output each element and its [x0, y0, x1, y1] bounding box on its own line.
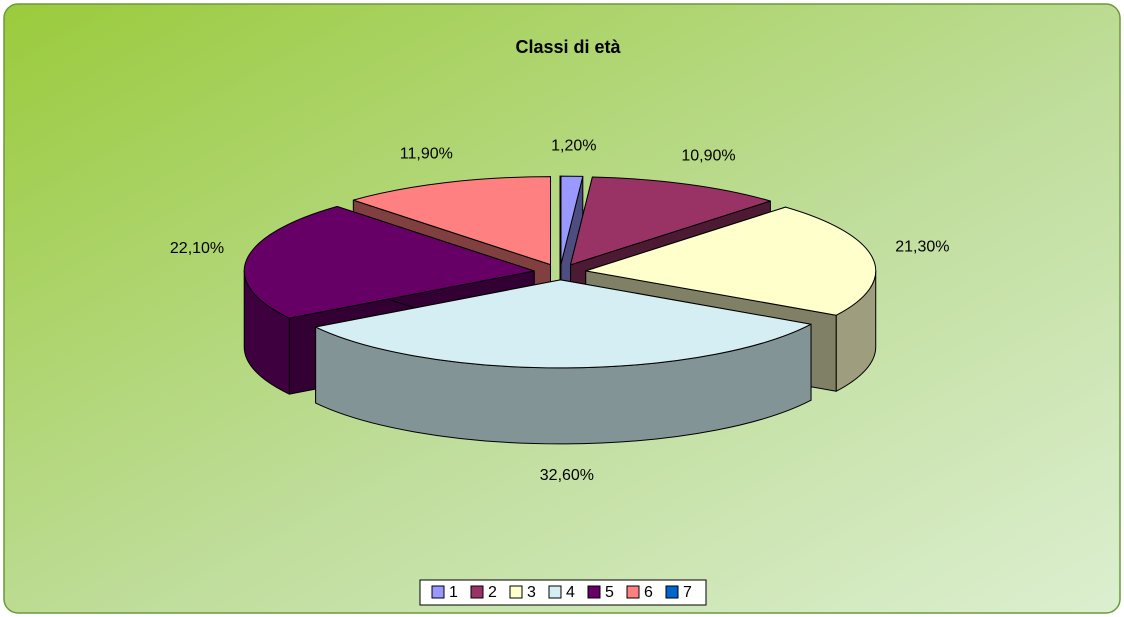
data-label: 32,60% [540, 467, 594, 484]
legend-swatch [665, 585, 679, 599]
slice-top [352, 176, 552, 266]
legend-label: 6 [644, 584, 653, 601]
legend-swatch [626, 585, 640, 599]
legend-swatch [548, 585, 562, 599]
legend-swatch [431, 585, 445, 599]
slice-top [560, 175, 584, 265]
slice-top [585, 206, 877, 316]
data-label: 1,20% [551, 137, 596, 154]
slice-top [315, 279, 812, 369]
legend-label: 5 [605, 584, 614, 601]
legend-label: 2 [488, 584, 497, 601]
legend-label: 4 [566, 584, 575, 601]
data-label: 22,10% [170, 240, 224, 257]
chart-title: Classi di età [515, 37, 621, 57]
slice-top [570, 176, 771, 266]
legend-swatch [587, 585, 601, 599]
legend-label: 1 [449, 584, 458, 601]
legend-label: 3 [527, 584, 536, 601]
legend-box [419, 579, 707, 606]
data-label: 11,90% [400, 145, 453, 162]
legend-swatch [470, 585, 484, 599]
legend-label: 7 [683, 584, 692, 601]
data-label: 10,90% [681, 147, 735, 164]
legend-swatch [509, 585, 523, 599]
data-label: 21,30% [895, 239, 949, 256]
slice-top [243, 205, 535, 319]
pie-slice [315, 279, 812, 445]
